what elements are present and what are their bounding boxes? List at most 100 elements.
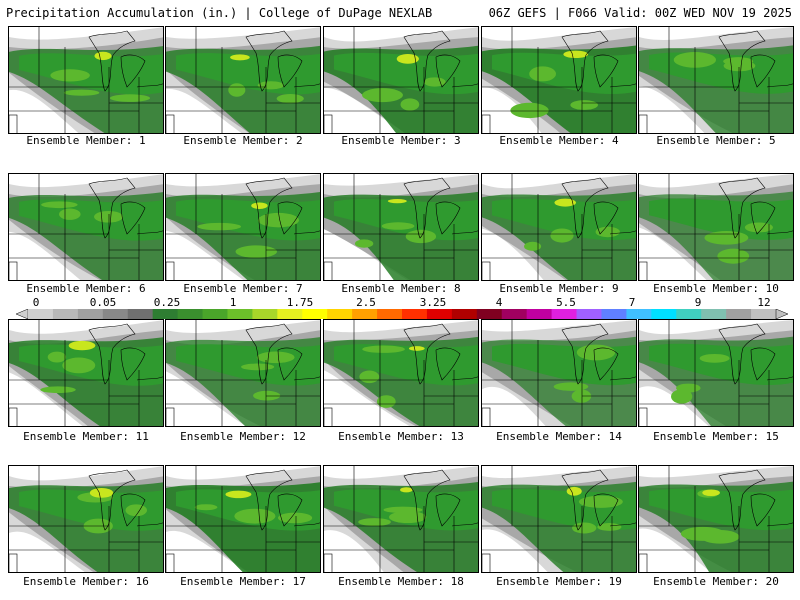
precip-map <box>639 27 793 133</box>
colorbar-segment <box>676 309 702 319</box>
colorbar-segment <box>601 309 627 319</box>
ensemble-member-label: Ensemble Member: 4 <box>499 134 619 147</box>
ensemble-member-map <box>323 465 479 573</box>
precip-map <box>324 320 478 426</box>
ensemble-member-map <box>323 26 479 134</box>
ensemble-member-map <box>481 173 637 281</box>
ensemble-member-label: Ensemble Member: 3 <box>341 134 461 147</box>
colorbar-tick-label: 0.25 <box>153 296 181 309</box>
precip-map <box>324 174 478 280</box>
ensemble-member-map <box>638 26 794 134</box>
ensemble-member-label: Ensemble Member: 14 <box>496 430 622 443</box>
ensemble-member-map <box>8 26 164 134</box>
ensemble-member-label: Ensemble Member: 13 <box>338 430 464 443</box>
ensemble-member-label: Ensemble Member: 11 <box>23 430 149 443</box>
ensemble-member-label: Ensemble Member: 19 <box>496 575 622 588</box>
colorbar-segment <box>52 309 79 319</box>
colorbar-tick-label: 4 <box>495 296 503 309</box>
colorbar-segment <box>202 309 228 319</box>
precip-map <box>482 466 636 572</box>
colorbar-segment <box>451 309 478 319</box>
ensemble-member-label: Ensemble Member: 5 <box>656 134 776 147</box>
ensemble-member-label: Ensemble Member: 9 <box>499 282 619 295</box>
precip-map <box>166 27 320 133</box>
ensemble-member-map <box>323 173 479 281</box>
colorbar-segment <box>77 309 104 319</box>
ensemble-member-label: Ensemble Member: 8 <box>341 282 461 295</box>
precip-map <box>166 174 320 280</box>
colorbar-segment <box>402 309 428 319</box>
colorbar-segment <box>526 309 553 319</box>
colorbar-segment <box>227 309 253 319</box>
colorbar-segment <box>252 309 278 319</box>
ensemble-member-label: Ensemble Member: 1 <box>26 134 146 147</box>
precip-map <box>9 27 163 133</box>
colorbar-segment <box>726 309 752 319</box>
colorbar-segment <box>302 309 328 319</box>
page-title: Precipitation Accumulation (in.) | Colle… <box>6 6 433 20</box>
precip-map <box>482 174 636 280</box>
ensemble-member-label: Ensemble Member: 6 <box>26 282 146 295</box>
colorbar-tick-label: 1 <box>229 296 237 309</box>
colorbar-segment <box>426 309 453 319</box>
colorbar-segment <box>277 309 303 319</box>
colorbar-segment <box>551 309 578 319</box>
ensemble-member-map <box>165 465 321 573</box>
colorbar-segment <box>476 309 503 319</box>
precip-map <box>482 27 636 133</box>
ensemble-member-label: Ensemble Member: 15 <box>653 430 779 443</box>
ensemble-member-label: Ensemble Member: 18 <box>338 575 464 588</box>
precip-map <box>639 466 793 572</box>
ensemble-member-map <box>165 173 321 281</box>
colorbar-segment <box>102 309 129 319</box>
ensemble-member-map <box>8 173 164 281</box>
colorbar-segment <box>651 309 677 319</box>
colorbar-segment <box>701 309 727 319</box>
precip-map <box>166 320 320 426</box>
colorbar-segment <box>152 309 179 319</box>
precip-colorbar <box>16 309 788 319</box>
model-valid-time: 06Z GEFS | F066 Valid: 00Z WED NOV 19 20… <box>488 6 792 20</box>
ensemble-member-label: Ensemble Member: 20 <box>653 575 779 588</box>
precip-map <box>482 320 636 426</box>
colorbar-segment <box>327 309 353 319</box>
colorbar-tick-label: 9 <box>694 296 702 309</box>
ensemble-member-map <box>165 26 321 134</box>
ensemble-member-label: Ensemble Member: 17 <box>180 575 306 588</box>
colorbar-tick-label: 12 <box>757 296 771 309</box>
colorbar-segment <box>177 309 204 319</box>
precip-map <box>9 174 163 280</box>
colorbar-tick-label: 3.25 <box>419 296 447 309</box>
ensemble-member-label: Ensemble Member: 12 <box>180 430 306 443</box>
precip-map <box>166 466 320 572</box>
precip-map <box>639 174 793 280</box>
ensemble-member-map <box>638 465 794 573</box>
ensemble-member-map <box>481 26 637 134</box>
colorbar-segment <box>751 309 777 319</box>
colorbar-segment <box>501 309 528 319</box>
precip-map <box>324 466 478 572</box>
colorbar-segment <box>576 309 602 319</box>
ensemble-member-map <box>165 319 321 427</box>
precip-map <box>639 320 793 426</box>
ensemble-member-label: Ensemble Member: 2 <box>183 134 303 147</box>
colorbar-segment <box>127 309 154 319</box>
ensemble-member-map <box>638 173 794 281</box>
colorbar-tick-label: 7 <box>628 296 636 309</box>
colorbar-max-arrow <box>775 309 788 319</box>
ensemble-member-map <box>323 319 479 427</box>
ensemble-member-map <box>481 319 637 427</box>
ensemble-member-label: Ensemble Member: 10 <box>653 282 779 295</box>
ensemble-member-map <box>8 465 164 573</box>
precip-map <box>9 320 163 426</box>
ensemble-member-map <box>8 319 164 427</box>
ensemble-member-label: Ensemble Member: 7 <box>183 282 303 295</box>
colorbar-tick-label: 2.5 <box>356 296 376 309</box>
colorbar-tick-label: 0 <box>32 296 40 309</box>
precip-map <box>9 466 163 572</box>
colorbar-segment <box>377 309 403 319</box>
colorbar-tick-label: 5.5 <box>556 296 576 309</box>
ensemble-member-map <box>481 465 637 573</box>
ensemble-member-label: Ensemble Member: 16 <box>23 575 149 588</box>
colorbar-tick-label: 0.05 <box>89 296 117 309</box>
